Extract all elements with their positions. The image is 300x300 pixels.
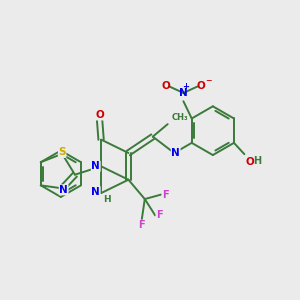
Text: O: O <box>95 110 104 120</box>
Text: CH₃: CH₃ <box>171 113 188 122</box>
Text: N: N <box>92 187 100 196</box>
Text: O: O <box>197 81 206 91</box>
Text: F: F <box>139 220 145 230</box>
Text: F: F <box>156 210 163 220</box>
Text: N: N <box>171 148 180 158</box>
Text: N: N <box>179 88 188 98</box>
Text: +: + <box>182 82 189 91</box>
Text: H: H <box>103 195 110 204</box>
Text: O: O <box>161 81 170 91</box>
Text: O: O <box>246 157 255 166</box>
Text: S: S <box>58 147 66 158</box>
Text: F: F <box>162 190 169 200</box>
Text: H: H <box>253 156 261 166</box>
Text: N: N <box>59 185 68 195</box>
Text: N: N <box>92 161 100 171</box>
Text: ⁻: ⁻ <box>205 77 212 90</box>
